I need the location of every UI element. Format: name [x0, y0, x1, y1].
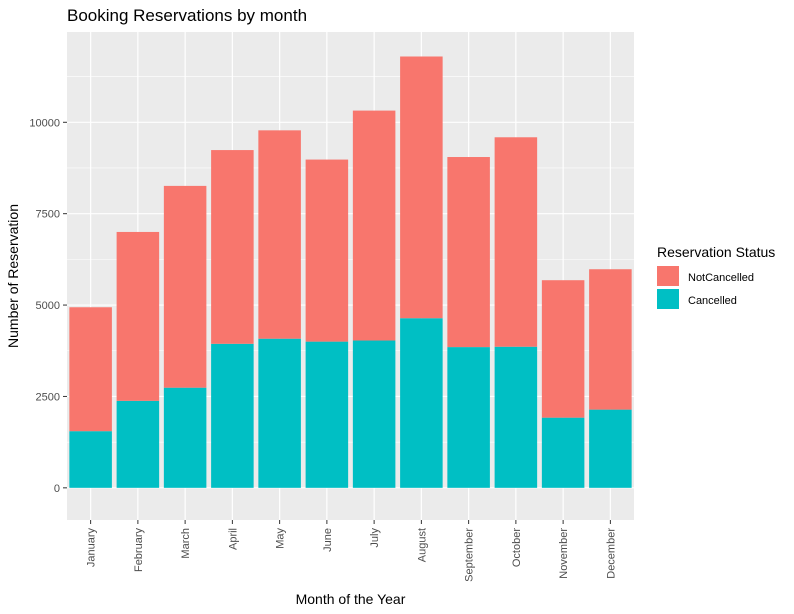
y-tick-label: 5000 — [36, 300, 60, 312]
bar-cancelled-september — [447, 347, 490, 488]
bar-cancelled-october — [494, 346, 538, 488]
legend-label-cancelled: Cancelled — [688, 295, 737, 307]
x-tick-label-april: April — [227, 528, 239, 550]
bar-notcancelled-may — [258, 130, 301, 339]
y-tick-label: 7500 — [36, 209, 60, 221]
x-tick-label-october: October — [511, 528, 523, 567]
bar-cancelled-january — [69, 431, 112, 488]
bar-notcancelled-december — [589, 269, 632, 410]
x-tick-label-may: May — [275, 528, 287, 549]
bar-cancelled-may — [258, 338, 301, 488]
x-tick-label-july: July — [369, 528, 381, 548]
plot-panel — [67, 32, 634, 520]
bar-cancelled-july — [352, 340, 396, 488]
bar-notcancelled-july — [352, 110, 396, 341]
bar-notcancelled-june — [305, 159, 349, 342]
x-tick-label-january: January — [86, 528, 98, 568]
bar-cancelled-february — [116, 400, 160, 488]
x-tick-label-september: September — [464, 528, 476, 582]
x-axis-title: Month of the Year — [296, 591, 406, 607]
legend-key-notcancelled — [657, 266, 679, 286]
bar-notcancelled-april — [211, 150, 254, 344]
bar-notcancelled-november — [541, 280, 585, 418]
x-tick-label-february: February — [133, 528, 145, 573]
y-tick-label: 0 — [54, 483, 60, 495]
legend-key-cancelled — [657, 289, 679, 309]
bar-notcancelled-january — [69, 307, 112, 432]
bar-cancelled-march — [163, 387, 207, 488]
x-tick-label-august: August — [416, 528, 428, 562]
bar-notcancelled-march — [163, 185, 207, 388]
y-tick-label: 2500 — [36, 391, 60, 403]
bar-cancelled-august — [400, 318, 443, 488]
legend: Reservation Status NotCancelled Cancelle… — [657, 244, 775, 309]
chart-title: Booking Reservations by month — [67, 6, 307, 25]
bar-cancelled-december — [589, 409, 632, 488]
bars-layer — [69, 56, 632, 488]
x-tick-label-june: June — [322, 528, 334, 552]
bar-cancelled-june — [305, 341, 349, 488]
x-axis: January February March April May June July Augu… — [86, 520, 617, 582]
legend-label-notcancelled: NotCancelled — [688, 272, 754, 284]
x-tick-label-november: November — [558, 528, 570, 579]
x-tick-label-march: March — [180, 528, 192, 559]
bar-notcancelled-february — [116, 231, 160, 401]
y-axis-title: Number of Reservation — [5, 204, 21, 348]
legend-title: Reservation Status — [657, 244, 775, 260]
bar-cancelled-november — [541, 417, 585, 488]
y-axis: 0 2500 5000 7500 10000 — [29, 117, 67, 495]
bar-notcancelled-september — [447, 157, 490, 348]
y-tick-label: 10000 — [29, 117, 60, 129]
x-tick-label-december: December — [605, 528, 617, 579]
bar-notcancelled-october — [494, 137, 538, 347]
bar-cancelled-april — [211, 343, 254, 488]
bar-notcancelled-august — [400, 56, 443, 319]
